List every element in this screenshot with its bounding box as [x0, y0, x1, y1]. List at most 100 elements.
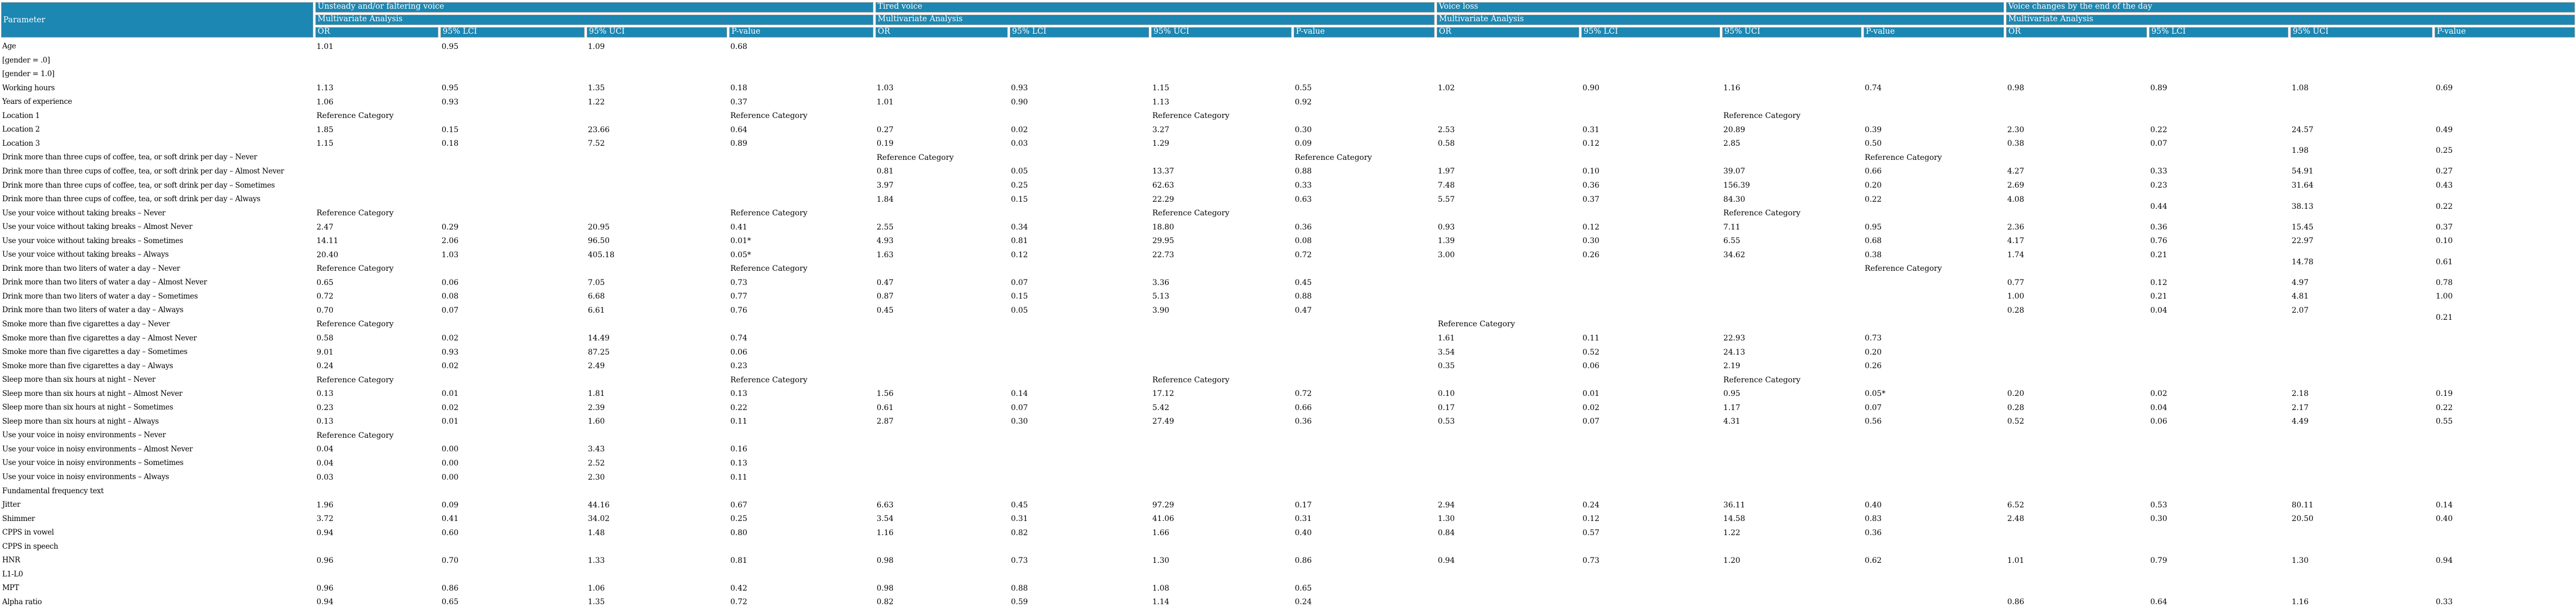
column-header-95-uci: 95% UCI — [1721, 26, 1863, 39]
value-cell: 22.97 — [2289, 233, 2434, 247]
value-cell: 5.57 — [1436, 191, 1581, 206]
value-cell: 0.94 — [314, 594, 439, 608]
value-cell: 0.06 — [439, 275, 586, 289]
value-cell: 0.27 — [2434, 163, 2576, 178]
value-cell — [1150, 39, 1293, 53]
value-cell: Reference Category — [874, 150, 1009, 164]
column-header-or: OR — [874, 26, 1009, 39]
value-cell: 3.97 — [874, 177, 1009, 192]
value-cell — [1293, 483, 1436, 498]
value-cell — [1436, 94, 1581, 108]
table-row: Use your voice without taking breaks – A… — [0, 247, 2576, 266]
analysis-header: Multivariate Analysis — [2005, 14, 2576, 26]
value-cell: 84.30 — [1721, 191, 1863, 206]
value-cell: 0.07 — [2148, 135, 2290, 150]
value-cell: Reference Category — [1721, 372, 1863, 386]
value-cell: Reference Category — [1863, 260, 2006, 275]
value-cell — [1721, 594, 1863, 608]
param-cell: Sleep more than six hours at night – Som… — [0, 400, 314, 414]
value-cell — [1150, 455, 1293, 469]
value-cell: 0.24 — [1293, 594, 1436, 608]
value-cell — [1721, 66, 1863, 80]
value-cell — [2434, 441, 2576, 456]
value-cell — [728, 427, 874, 442]
value-cell: 0.21 — [2434, 302, 2576, 321]
value-cell: 0.68 — [1863, 233, 2006, 247]
value-cell: 4.17 — [2005, 233, 2149, 247]
value-cell — [2289, 372, 2434, 386]
analysis-header: Multivariate Analysis — [314, 14, 874, 26]
value-cell — [314, 163, 439, 178]
value-cell: 1.63 — [874, 247, 1009, 261]
param-cell: L1-L0 — [0, 566, 314, 581]
value-cell — [1580, 260, 1722, 275]
value-cell — [2289, 525, 2434, 539]
value-cell: 3.00 — [1436, 247, 1581, 261]
value-cell — [1580, 538, 1722, 553]
value-cell: 1.16 — [1721, 80, 1863, 95]
value-cell: 0.11 — [728, 413, 874, 428]
value-cell: Reference Category — [314, 372, 439, 386]
value-cell — [1009, 260, 1150, 275]
value-cell: 0.40 — [1293, 525, 1436, 539]
value-cell: 0.05* — [728, 247, 874, 261]
value-cell: 1.61 — [1436, 330, 1581, 345]
value-cell — [1580, 205, 1722, 220]
value-cell: 1.97 — [1436, 163, 1581, 178]
value-cell: 29.95 — [1150, 233, 1293, 247]
value-cell: 34.62 — [1721, 247, 1863, 261]
param-cell: Fundamental frequency text — [0, 483, 314, 498]
value-cell — [1721, 441, 1863, 456]
value-cell — [874, 39, 1009, 53]
value-cell: 1.06 — [586, 580, 728, 594]
value-cell — [2434, 52, 2576, 67]
value-cell: 1.29 — [1150, 135, 1293, 150]
value-cell — [2005, 441, 2149, 456]
group-header-1: Unsteady and/or faltering voice — [314, 1, 874, 14]
param-cell: Smoke more than five cigarettes a day – … — [0, 330, 314, 345]
value-cell — [1009, 358, 1150, 373]
value-cell: 5.42 — [1150, 400, 1293, 414]
value-cell: 0.59 — [1009, 594, 1150, 608]
value-cell: 1.84 — [874, 191, 1009, 206]
value-cell — [439, 427, 586, 442]
value-cell — [586, 191, 728, 206]
value-cell: 0.55 — [1293, 80, 1436, 95]
value-cell: 6.63 — [874, 497, 1009, 511]
value-cell: 0.92 — [1293, 94, 1436, 108]
param-cell: Use your voice in noisy environments – A… — [0, 469, 314, 483]
value-cell — [2289, 538, 2434, 553]
value-cell — [874, 372, 1009, 386]
value-cell — [1436, 566, 1581, 581]
param-cell: Smoke more than five cigarettes a day – … — [0, 316, 314, 331]
value-cell — [1580, 150, 1722, 164]
value-cell: Reference Category — [1721, 108, 1863, 122]
value-cell: 3.43 — [586, 441, 728, 456]
value-cell — [586, 52, 728, 67]
value-cell — [874, 469, 1009, 483]
value-cell: 0.36 — [1580, 177, 1722, 192]
value-cell — [1580, 275, 1722, 289]
value-cell: 0.11 — [1580, 330, 1722, 345]
wrapped-value: 1.98 — [2292, 146, 2309, 156]
value-cell — [314, 150, 439, 164]
value-cell: 20.50 — [2289, 511, 2434, 525]
param-cell: Alpha ratio — [0, 594, 314, 608]
value-cell: 4.08 — [2005, 191, 2149, 206]
value-cell: 15.45 — [2289, 219, 2434, 233]
value-cell: 0.96 — [314, 580, 439, 594]
value-cell — [2148, 469, 2290, 483]
value-cell: 1.16 — [874, 525, 1009, 539]
value-cell: 0.01* — [728, 233, 874, 247]
table-row: HNR 0.96 0.70 1.33 0.81 0.98 0.73 1.30 0.86 0.94 0… — [0, 553, 2576, 567]
column-header-or: OR — [314, 26, 439, 39]
param-cell: CPPS in speech — [0, 538, 314, 553]
value-cell: 0.72 — [1293, 386, 1436, 400]
value-cell — [1580, 302, 1722, 317]
value-cell: 0.12 — [1580, 135, 1722, 150]
value-cell — [2434, 372, 2576, 386]
value-cell — [2005, 469, 2149, 483]
value-cell — [2005, 427, 2149, 442]
value-cell — [2148, 205, 2290, 220]
